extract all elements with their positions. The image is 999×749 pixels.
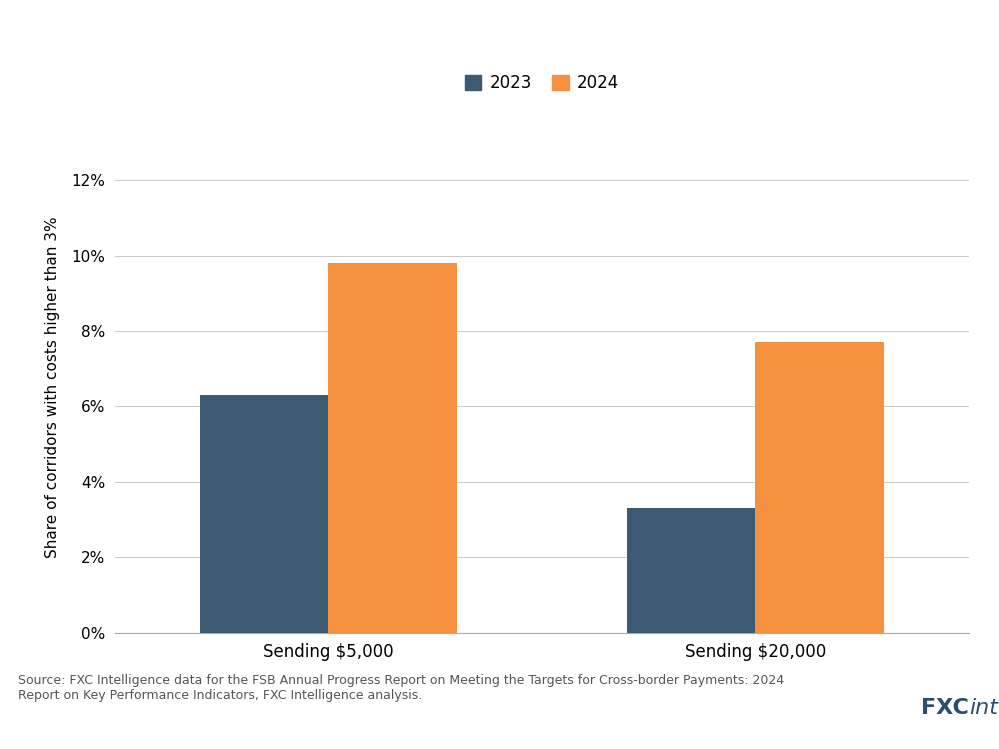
Text: Share of B2B & B2P corridors above the 2027 cost maximum of 3% globally: Share of B2B & B2P corridors above the 2… (18, 74, 702, 92)
Bar (329, 263, 457, 633)
Text: Source: FXC Intelligence data for the FSB Annual Progress Report on Meeting the : Source: FXC Intelligence data for the FS… (18, 674, 784, 702)
Text: FXC: FXC (921, 698, 969, 718)
Y-axis label: Share of corridors with costs higher than 3%: Share of corridors with costs higher tha… (45, 216, 60, 559)
Text: intelligence: intelligence (969, 698, 999, 718)
Legend: 2023, 2024: 2023, 2024 (458, 67, 626, 99)
Bar (755, 342, 883, 633)
Bar (627, 509, 755, 633)
Bar (200, 395, 329, 633)
Text: More B2B payment corridors had >3% average costs in 2024: More B2B payment corridors had >3% avera… (18, 25, 969, 53)
